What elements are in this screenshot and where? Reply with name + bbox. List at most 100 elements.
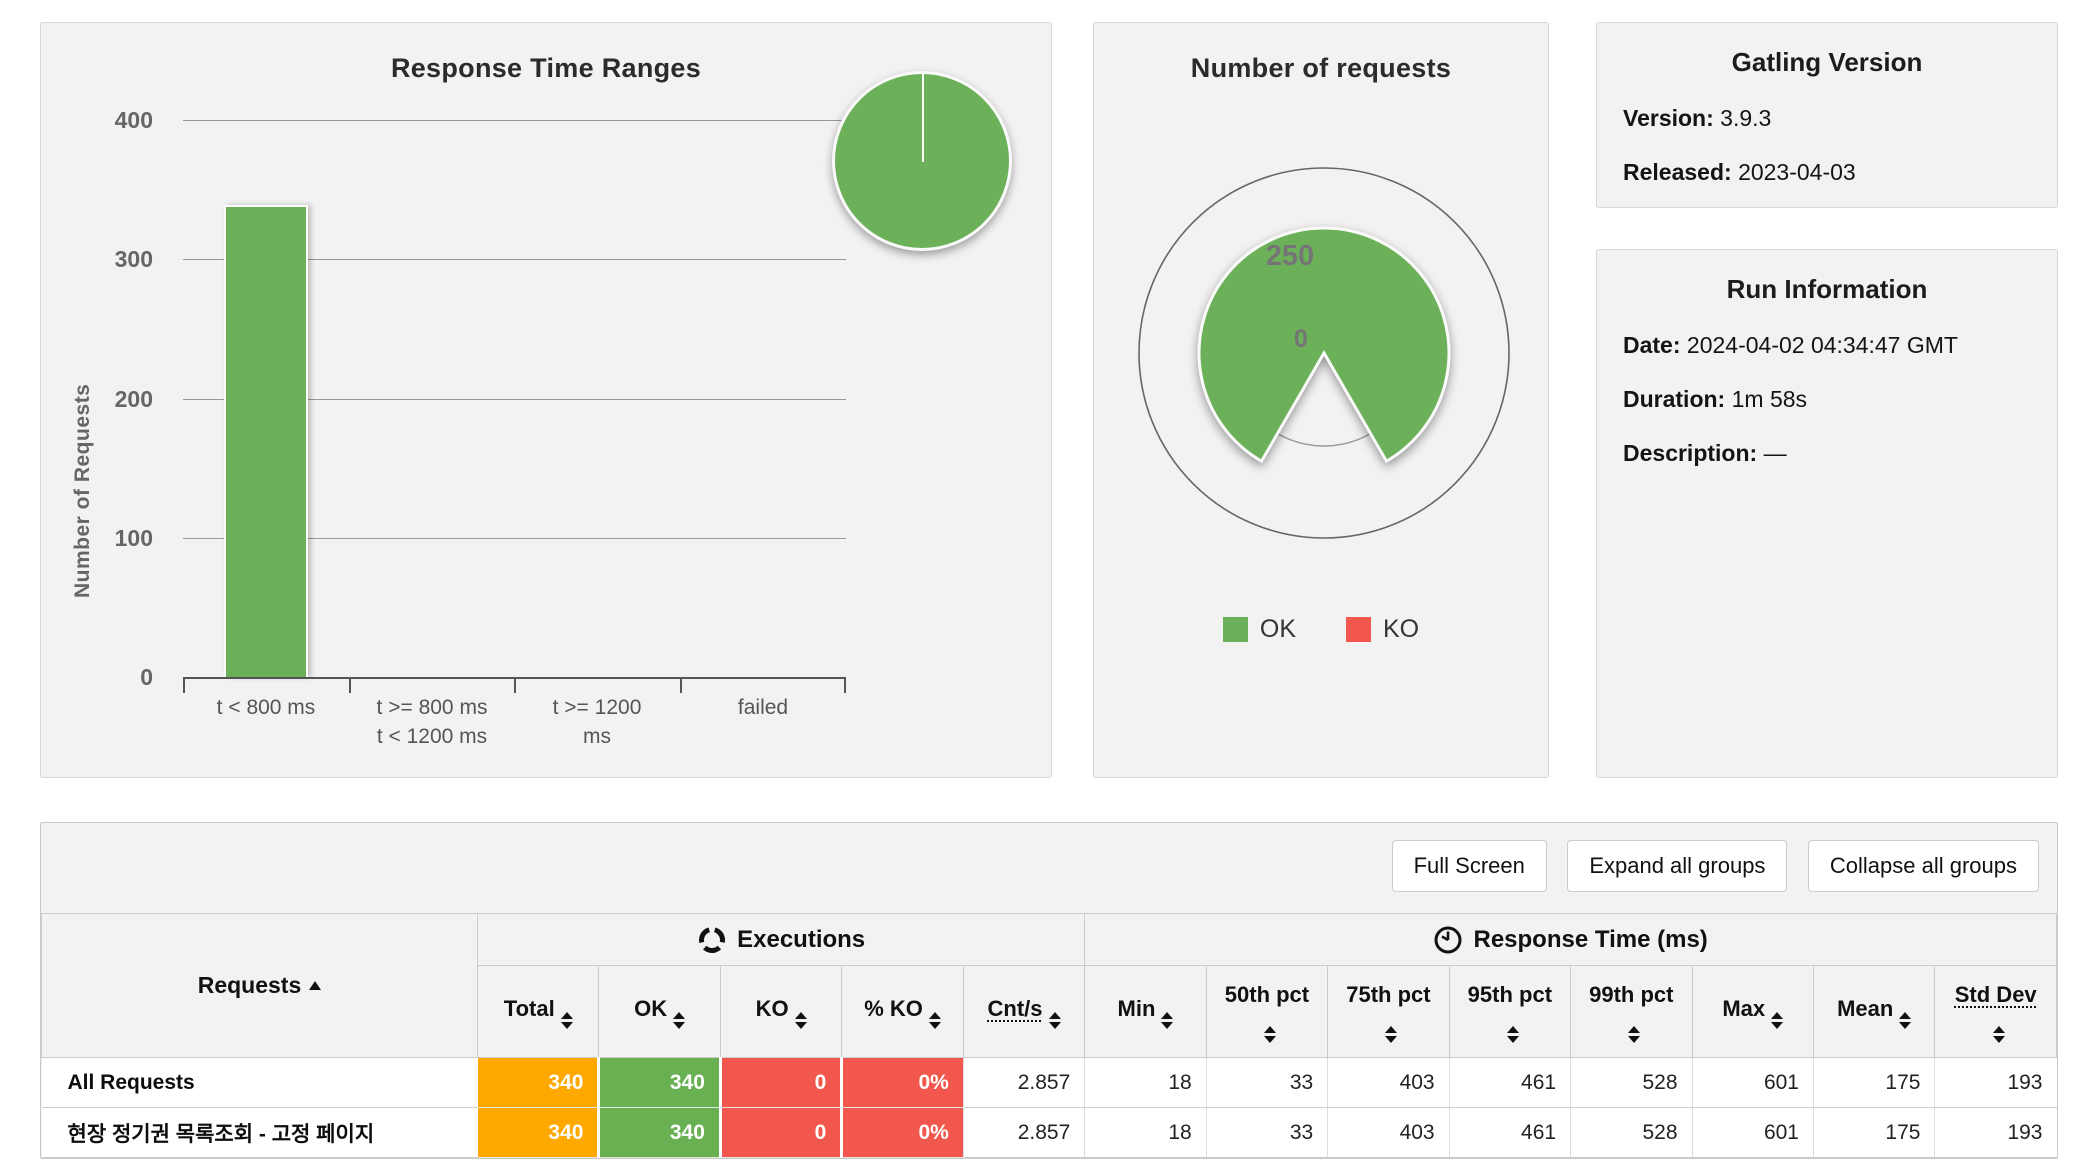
- response-time-distribution-pie: [832, 71, 1012, 251]
- sort-icon: [1506, 1025, 1519, 1043]
- run-information-panel: Run Information Date: 2024-04-02 04:34:4…: [1596, 249, 2058, 778]
- column-header-max[interactable]: Max: [1691, 965, 1814, 1058]
- x-axis-line: [183, 677, 846, 679]
- sort-icon: [1385, 1025, 1398, 1043]
- response-time-ranges-title: Response Time Ranges: [390, 53, 702, 83]
- gatling-version-panel: Gatling Version Version: 3.9.3 Released:…: [1596, 22, 2058, 208]
- sort-icon: [1048, 1011, 1061, 1029]
- gauge-outer-ring: [1138, 167, 1510, 539]
- legend-item-ko[interactable]: KO: [1346, 615, 1419, 644]
- p50-cell: 33: [1205, 1057, 1328, 1108]
- y-tick-label-200: 200: [114, 386, 153, 412]
- column-header-75th-pct[interactable]: 75th pct: [1327, 965, 1450, 1058]
- bar-t-less-than-800ms: [224, 205, 308, 677]
- p75-cell: 403: [1327, 1057, 1450, 1108]
- requests-gauge-chart: 250 0: [1138, 167, 1510, 539]
- ko-cell: 0: [720, 1057, 844, 1108]
- ko-cell: 0: [720, 1107, 844, 1158]
- legend-ko-label: KO: [1383, 615, 1420, 643]
- column-header-ko[interactable]: KO: [719, 965, 843, 1058]
- category-label-failed: failed: [737, 696, 789, 719]
- sort-icon: [1263, 1025, 1276, 1043]
- sort-icon: [673, 1011, 686, 1029]
- y-tick-label-300: 300: [114, 246, 153, 272]
- request-name-cell[interactable]: All Requests: [41, 1057, 478, 1108]
- ko-swatch-icon: [1346, 617, 1371, 642]
- group-header-response-time: Response Time (ms): [1084, 913, 2057, 966]
- column-header-50th-pct[interactable]: 50th pct: [1205, 965, 1329, 1058]
- gauge-min-label: 0: [1294, 325, 1308, 353]
- date-line: Date: 2024-04-02 04:34:47 GMT: [1623, 332, 1958, 358]
- max-cell: 601: [1691, 1057, 1814, 1108]
- column-header-ok[interactable]: OK: [598, 965, 721, 1058]
- p50-cell: 33: [1205, 1107, 1328, 1158]
- request-name-cell[interactable]: 현장 정기권 목록조회 - 고정 페이지: [41, 1107, 478, 1158]
- sort-icon: [794, 1011, 807, 1029]
- description-line: Description: —: [1623, 440, 1787, 466]
- sort-ascending-icon: [309, 981, 322, 990]
- column-header-pct-ko[interactable]: % KO: [841, 965, 964, 1058]
- sort-icon: [1161, 1011, 1174, 1029]
- table-toolbar: Full Screen Expand all groups Collapse a…: [41, 823, 2057, 913]
- total-cell: 340: [477, 1057, 601, 1108]
- version-line: Version: 3.9.3: [1623, 105, 1772, 131]
- ok-cell: 340: [598, 1107, 722, 1158]
- cnt-per-s-cell: 2.857: [962, 1107, 1085, 1158]
- min-cell: 18: [1084, 1057, 1207, 1108]
- column-header-std-dev[interactable]: Std Dev: [1934, 965, 2057, 1058]
- y-tick-label-400: 400: [114, 107, 153, 133]
- sort-icon: [560, 1011, 573, 1029]
- gridline-300: [183, 259, 846, 260]
- gridline-100: [183, 538, 846, 539]
- sort-icon: [1992, 1025, 2005, 1043]
- number-of-requests-title: Number of requests: [1190, 53, 1452, 83]
- legend-ok-label: OK: [1259, 615, 1296, 643]
- mean-cell: 175: [1812, 1107, 1935, 1158]
- sort-icon: [1628, 1025, 1641, 1043]
- gauge-ok-sector: [1197, 226, 1451, 464]
- category-label-800-1200: t >= 800 ms t < 1200 ms: [376, 696, 488, 748]
- p99-cell: 528: [1570, 1057, 1693, 1108]
- collapse-all-groups-button[interactable]: Collapse all groups: [1807, 840, 2039, 892]
- table-row-request-detail: 현장 정기권 목록조회 - 고정 페이지 340 340 0 0% 2.857 …: [41, 1107, 2057, 1158]
- number-of-requests-panel: Number of requests 250 0 OK KO: [1093, 22, 1549, 778]
- gridline-400: [183, 120, 846, 121]
- max-cell: 601: [1691, 1107, 1814, 1158]
- run-information-title: Run Information: [1726, 274, 1928, 304]
- x-axis-tick: [349, 679, 351, 693]
- column-header-mean[interactable]: Mean: [1812, 965, 1936, 1058]
- sort-icon: [928, 1011, 941, 1029]
- pct-ko-cell: 0%: [841, 1057, 964, 1108]
- column-header-total[interactable]: Total: [476, 965, 600, 1058]
- pie-slice-divider: [922, 74, 924, 162]
- x-axis-tick: [680, 679, 682, 693]
- y-tick-label-100: 100: [114, 525, 153, 551]
- column-header-99th-pct[interactable]: 99th pct: [1570, 965, 1693, 1058]
- column-header-min[interactable]: Min: [1084, 965, 1207, 1058]
- p75-cell: 403: [1327, 1107, 1450, 1158]
- gatling-version-title: Gatling Version: [1731, 47, 1923, 77]
- gauge-max-label: 250: [1266, 240, 1314, 272]
- category-label-gte-1200: t >= 1200 ms: [552, 696, 642, 748]
- stddev-cell: 193: [1934, 1107, 2057, 1158]
- pct-ko-cell: 0%: [841, 1107, 964, 1158]
- table-row-all-requests: All Requests 340 340 0 0% 2.857 18 33 40…: [41, 1057, 2057, 1108]
- x-axis-tick: [183, 679, 185, 693]
- released-line: Released: 2023-04-03: [1623, 159, 1856, 185]
- legend-item-ok[interactable]: OK: [1222, 615, 1296, 644]
- column-header-cnt-per-s[interactable]: Cnt/s: [962, 965, 1086, 1058]
- p99-cell: 528: [1570, 1107, 1693, 1158]
- min-cell: 18: [1084, 1107, 1207, 1158]
- response-time-ranges-panel: Response Time Ranges Number of Requests …: [40, 22, 1052, 778]
- p95-cell: 461: [1448, 1057, 1571, 1108]
- full-screen-button[interactable]: Full Screen: [1391, 840, 1547, 892]
- p95-cell: 461: [1448, 1107, 1571, 1158]
- column-header-95th-pct[interactable]: 95th pct: [1448, 965, 1572, 1058]
- total-cell: 340: [477, 1107, 601, 1158]
- duration-line: Duration: 1m 58s: [1623, 386, 1808, 412]
- category-label-t-lt-800: t < 800 ms: [216, 696, 316, 719]
- statistics-table-panel: Full Screen Expand all groups Collapse a…: [40, 822, 2058, 1159]
- expand-all-groups-button[interactable]: Expand all groups: [1567, 840, 1788, 892]
- column-header-requests[interactable]: Requests: [41, 913, 478, 1058]
